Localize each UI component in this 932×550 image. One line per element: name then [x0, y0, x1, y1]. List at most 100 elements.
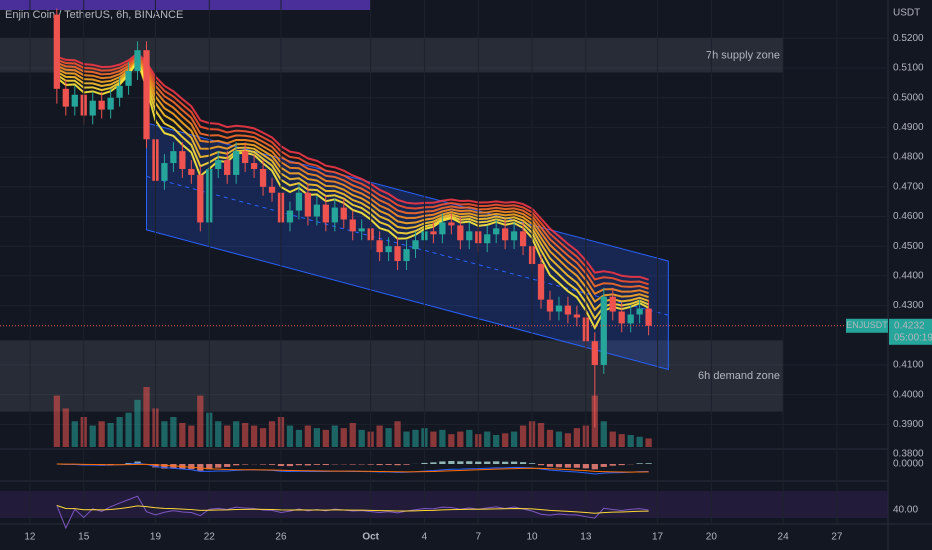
macd-hist — [197, 464, 204, 471]
price-label: 0.4232 — [894, 320, 925, 331]
volume-bar — [358, 429, 365, 447]
x-tick-label: 20 — [706, 532, 718, 543]
macd-hist — [466, 461, 473, 464]
y-tick-label: 0.4100 — [893, 360, 924, 371]
volume-bar — [313, 428, 320, 447]
candle-body — [403, 249, 410, 262]
macd-hist — [636, 463, 643, 464]
x-tick-label: 19 — [150, 532, 162, 543]
y-tick-label: 0.5000 — [893, 92, 924, 103]
volume-bar — [98, 421, 105, 447]
volume-bar — [573, 428, 581, 447]
volume-bar — [618, 434, 625, 447]
candle-body — [233, 151, 240, 175]
volume-bar — [268, 421, 276, 447]
macd-hist — [322, 464, 329, 466]
candle-body — [466, 231, 473, 241]
volume-bar — [448, 434, 455, 447]
candle-body — [376, 240, 383, 253]
macd-hist — [295, 464, 303, 466]
x-tick-label: 22 — [204, 532, 216, 543]
volume-bar — [340, 428, 347, 447]
x-tick-label: 12 — [24, 532, 36, 543]
candle-body — [493, 228, 500, 235]
macd-hist — [430, 462, 437, 464]
y-tick-label: 0.3800 — [893, 449, 924, 460]
volume-bar — [457, 431, 464, 447]
y-tick-label: 0.4500 — [893, 241, 924, 252]
y-tick-label: 0.4900 — [893, 122, 924, 133]
candle-body — [510, 231, 518, 241]
volume-bar — [224, 425, 231, 447]
candle-body — [170, 151, 177, 164]
x-tick-label: 4 — [422, 532, 428, 543]
macd-hist — [125, 462, 132, 464]
candle-body — [295, 192, 303, 211]
macd-hist — [421, 462, 428, 464]
macd-hist — [546, 464, 554, 467]
candle-body — [340, 207, 347, 220]
volume-bar — [609, 431, 616, 447]
macd-hist — [152, 464, 159, 468]
macd-hist — [206, 464, 213, 470]
candle-body — [304, 192, 312, 217]
volume-bar — [519, 425, 527, 447]
volume-bar — [394, 421, 401, 447]
volume-bar — [502, 433, 509, 447]
candle-body — [215, 160, 222, 169]
volume-bar — [564, 433, 572, 447]
volume-bar — [125, 412, 132, 447]
candle-body — [197, 174, 204, 223]
candle-body — [188, 168, 195, 175]
volume-bar — [53, 395, 60, 447]
candle-body — [286, 210, 294, 223]
volume-bar — [143, 387, 150, 447]
y-tick-label: 0.4300 — [893, 300, 924, 311]
candle-body — [618, 311, 625, 324]
candle-body — [89, 100, 96, 116]
macd-hist — [519, 462, 527, 464]
volume-bar — [286, 425, 294, 447]
x-tick-label: 27 — [831, 532, 843, 543]
macd-hist — [600, 464, 607, 467]
y-tick-label: 0.5200 — [893, 33, 924, 44]
candle-body — [134, 50, 141, 71]
zone-label: 7h supply zone — [706, 49, 780, 61]
macd-hist — [618, 464, 625, 466]
candle-body — [224, 160, 231, 175]
volume-bar — [439, 429, 446, 447]
macd-signal — [56, 463, 649, 473]
candle-body — [636, 308, 643, 315]
candle-body — [573, 314, 581, 318]
candle-body — [519, 231, 527, 247]
x-tick-label: 13 — [580, 532, 592, 543]
volume-bar — [62, 408, 69, 447]
macd-hist — [224, 464, 231, 467]
candle-body — [645, 308, 652, 326]
candle-body — [502, 228, 509, 241]
rsi-line — [56, 495, 649, 530]
macd-hist — [161, 464, 168, 469]
volume-bar — [161, 421, 168, 447]
macd-tick-label: 0.0000 — [893, 459, 924, 470]
macd-hist — [385, 464, 392, 465]
candle-body — [591, 341, 598, 365]
macd-hist — [376, 464, 383, 466]
candle-body — [564, 305, 572, 315]
macd-hist — [403, 464, 410, 465]
candle-body — [394, 246, 401, 262]
candle-body — [448, 222, 455, 226]
macd-hist — [582, 464, 589, 469]
macd-hist — [573, 464, 581, 468]
volume-bar — [295, 429, 303, 447]
volume-bar — [170, 417, 177, 447]
candle-body — [627, 314, 634, 324]
candle-body — [116, 85, 123, 98]
candle-body — [537, 264, 545, 300]
symbol-tag — [846, 318, 888, 333]
candle-body — [457, 225, 464, 241]
volume-bar — [466, 429, 473, 447]
macd-hist — [528, 463, 536, 464]
volume-bar — [600, 421, 607, 447]
